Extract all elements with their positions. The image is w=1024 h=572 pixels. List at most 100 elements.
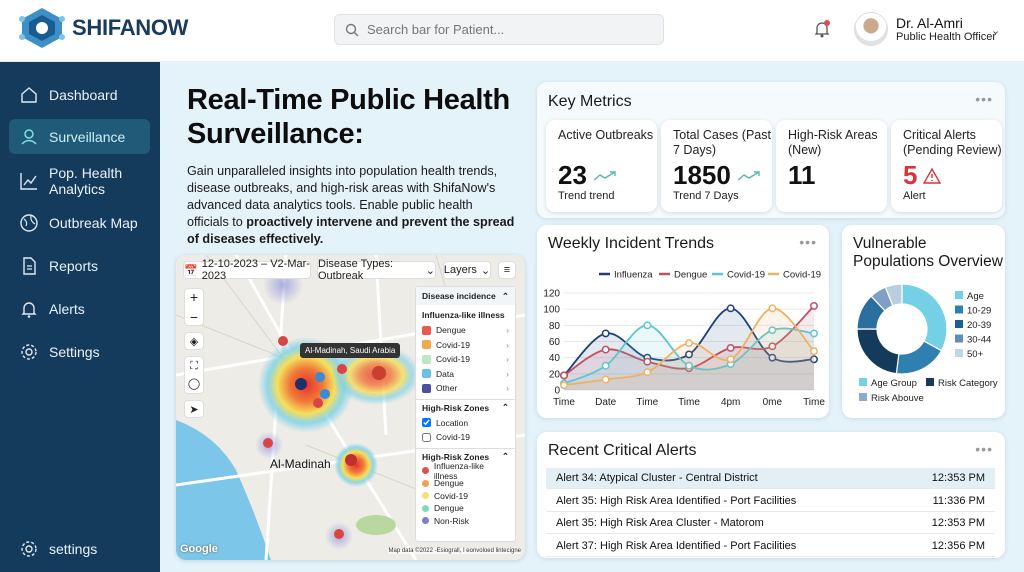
data-point[interactable] [810, 347, 818, 356]
data-point[interactable] [768, 304, 777, 313]
data-point[interactable] [685, 339, 693, 348]
metric-card[interactable]: Active Outbreaks 23 Trend trend [546, 120, 657, 212]
legend-item[interactable]: Covid-19 › [416, 352, 515, 367]
legend-dot [422, 517, 429, 525]
legend-item[interactable]: Covid-19 › [416, 338, 515, 353]
layers-toggle-button[interactable]: ◈ [184, 332, 204, 350]
zoom-controls[interactable]: + − [184, 288, 204, 326]
chevron-down-icon: ⌄ [480, 264, 491, 277]
data-point[interactable] [601, 345, 610, 354]
sidebar-item-dashboard[interactable]: Dashboard [9, 84, 150, 106]
sidebar-item-settings[interactable]: Settings [9, 341, 150, 363]
data-point[interactable] [601, 329, 610, 338]
data-point[interactable] [601, 375, 610, 384]
data-point[interactable] [768, 353, 777, 362]
view-controls[interactable]: ⛶ ◯ [184, 356, 204, 394]
map-pin[interactable] [295, 378, 307, 390]
map-pin[interactable] [337, 364, 347, 374]
alert-row[interactable]: Alert 35: High Risk Area Cluster - Mator… [546, 513, 995, 534]
sidebar-item-outbreak-map[interactable]: Outbreak Map [9, 212, 150, 234]
legend-label: Influenza [614, 270, 653, 281]
map-pin[interactable] [263, 438, 273, 448]
fullscreen-icon[interactable]: ⛶ [190, 360, 198, 372]
sidebar-item-reports[interactable]: Reports [9, 255, 150, 277]
data-point[interactable] [560, 371, 568, 380]
map-pin[interactable] [320, 389, 330, 399]
metric-card[interactable]: Critical Alerts (Pending Review) 5 Alert [891, 120, 1002, 212]
metric-card[interactable]: Total Cases (Past 7 Days) 1850 Trend 7 Day… [661, 120, 772, 212]
locate-me-button[interactable]: ➤ [184, 400, 204, 418]
outbreak-map[interactable]: 📅 12-10-2023 – V2-Mar-2023 Disease Types:… [176, 255, 525, 560]
zoom-in-icon[interactable]: + [189, 289, 199, 305]
legend-group-header[interactable]: High-Risk Zones ⌃ [416, 400, 515, 416]
legend-item[interactable]: Other › [416, 381, 515, 396]
series-area [564, 308, 814, 390]
legend-swatch [422, 383, 431, 393]
more-options-icon[interactable]: ••• [799, 234, 817, 250]
data-point[interactable] [643, 357, 652, 366]
donut-slice[interactable] [884, 283, 903, 307]
legend-header[interactable]: Disease incidence ⌃ [416, 287, 515, 305]
metric-card[interactable]: High-Risk Areas (New) 11 [776, 120, 887, 212]
data-point[interactable] [601, 361, 610, 370]
data-point[interactable] [685, 361, 693, 370]
data-point[interactable] [810, 355, 818, 364]
zoom-out-icon[interactable]: − [189, 309, 199, 325]
data-point[interactable] [560, 381, 568, 390]
data-point[interactable] [726, 304, 735, 313]
data-point[interactable] [810, 329, 818, 338]
sidebar-bottom-settings[interactable]: settings [9, 538, 150, 560]
sidebar-item-pop-health-analytics[interactable]: Pop. Health Analytics [9, 164, 150, 198]
data-point[interactable] [643, 321, 652, 330]
metric-label: Total Cases (Past 7 Days) [673, 128, 771, 157]
map-pin[interactable] [372, 366, 386, 380]
legend-label: 10-29 [967, 306, 991, 317]
legend-checkbox-item[interactable]: Location [416, 416, 515, 431]
legend-item[interactable]: Dengue › [416, 323, 515, 338]
sidebar-item-surveillance[interactable]: Surveillance [9, 119, 150, 154]
data-point[interactable] [768, 326, 777, 335]
legend-group-header[interactable]: High-Risk Zones ⌃ [416, 449, 515, 465]
map-pin[interactable] [315, 372, 325, 382]
sidebar-item-alerts[interactable]: Alerts [9, 298, 150, 320]
legend-checkbox[interactable] [422, 432, 431, 442]
data-point[interactable] [726, 355, 735, 364]
series-area [564, 308, 814, 390]
alert-row[interactable]: Alert 34: Atypical Cluster - Central Dis… [546, 468, 995, 489]
more-options-icon[interactable]: ••• [975, 91, 993, 107]
legend-title: Disease incidence [422, 291, 496, 301]
data-point[interactable] [726, 344, 735, 352]
legend-dot [422, 492, 429, 500]
data-point[interactable] [643, 368, 652, 377]
alert-row[interactable]: Alert 35: High Risk Area Identified - Po… [546, 491, 995, 512]
legend-checkbox-item[interactable]: Covid-19 [416, 430, 515, 445]
data-point[interactable] [685, 350, 693, 359]
date-range-picker[interactable]: 📅 12-10-2023 – V2-Mar-2023 [183, 258, 311, 282]
legend-swatch [859, 393, 867, 401]
alert-row[interactable]: Alert 37: High Risk Area Identified - Po… [546, 536, 995, 557]
data-point[interactable] [768, 342, 777, 351]
filter-settings-button[interactable]: ≡ [498, 261, 516, 279]
map-pin[interactable] [345, 454, 357, 466]
data-point[interactable] [810, 301, 818, 310]
donut-slice[interactable] [901, 283, 948, 352]
weekly-trends-card: Weekly Incident Trends ••• 0 20 40 60 80 100 1… [537, 225, 829, 418]
chevron-down-icon[interactable]: ⌄ [991, 25, 1001, 37]
steering-icon[interactable]: ◯ [187, 378, 201, 390]
map-pin[interactable] [313, 398, 323, 408]
disease-type-dropdown[interactable]: Disease Types: Outbreak ⌄ [317, 258, 436, 282]
donut-slice[interactable] [856, 328, 900, 375]
chevron-right-icon: › [506, 325, 509, 336]
layers-dropdown[interactable]: Layers ⌄ [443, 261, 491, 279]
notification-bell-icon[interactable] [813, 19, 831, 39]
legend-item[interactable]: Data › [416, 367, 515, 382]
more-options-icon[interactable]: ••• [975, 441, 993, 457]
map-pin[interactable] [334, 529, 344, 539]
app-logo[interactable]: SHIFANOW [18, 7, 188, 49]
map-pin[interactable] [278, 336, 288, 346]
sidebar-item-label: Dashboard [49, 87, 118, 103]
search-icon [345, 23, 359, 36]
user-profile-menu[interactable]: Dr. Al-Amri Public Health Officer [854, 12, 996, 46]
legend-checkbox[interactable] [422, 418, 431, 428]
patient-search-input[interactable]: Search bar for Patient... [334, 14, 664, 45]
